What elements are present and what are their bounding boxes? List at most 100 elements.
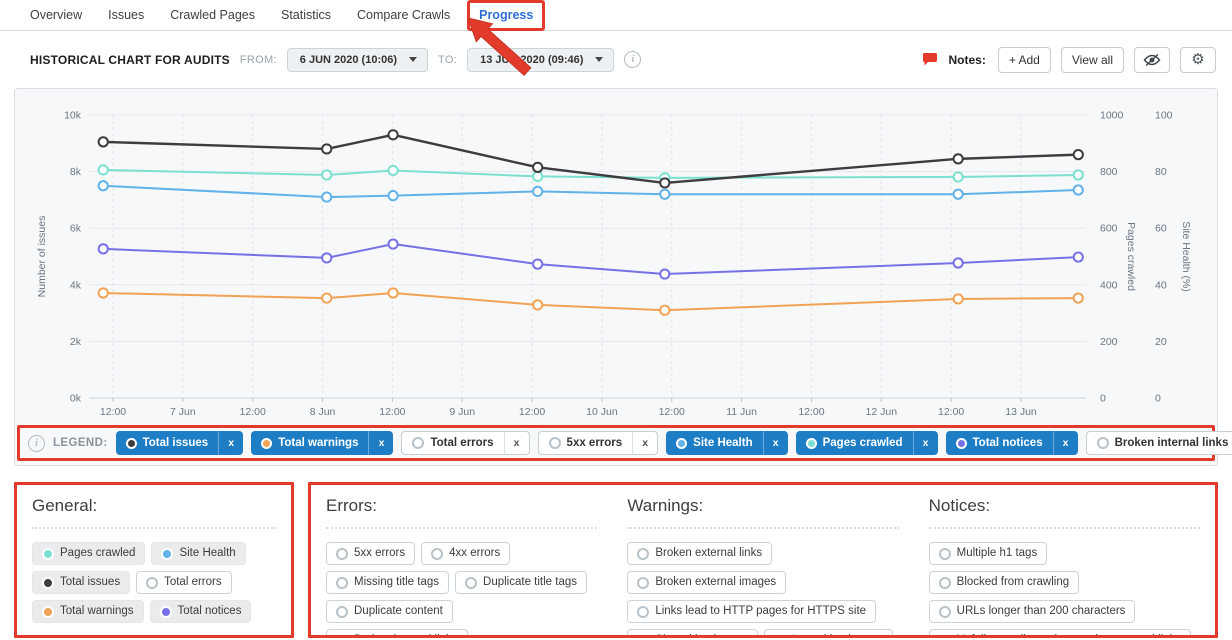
metric-toggle-label: Total issues bbox=[60, 576, 121, 588]
metric-toggle-urls-longer-than-200-characters[interactable]: URLs longer than 200 characters bbox=[928, 600, 1136, 623]
metric-toggle-long-title-element[interactable]: Long title element bbox=[764, 629, 893, 635]
add-note-button[interactable]: + Add bbox=[997, 46, 1051, 73]
panel-divider bbox=[32, 527, 276, 529]
legend-remove-button[interactable]: x bbox=[503, 432, 529, 454]
metric-toggle-pages-crawled[interactable]: Pages crawled bbox=[32, 542, 146, 565]
tab-overview[interactable]: Overview bbox=[30, 8, 83, 22]
from-date-dropdown[interactable]: 6 JUN 2020 (10:06) bbox=[286, 47, 429, 72]
metric-toggle-5xx-errors[interactable]: 5xx errors bbox=[326, 542, 416, 565]
legend-remove-button[interactable]: x bbox=[912, 431, 938, 455]
series-point-pages-crawled bbox=[387, 164, 399, 177]
metric-toggle-broken-external-images[interactable]: Broken external images bbox=[627, 571, 787, 594]
legend-item-5xx-errors[interactable]: 5xx errors x bbox=[537, 431, 659, 455]
series-point-total-issues bbox=[532, 161, 544, 173]
series-point-total-issues bbox=[97, 136, 109, 148]
series-color-dot bbox=[676, 437, 688, 449]
hide-notes-button[interactable] bbox=[1134, 46, 1170, 73]
from-date-value: 6 JUN 2020 (10:06) bbox=[299, 53, 398, 66]
y-pages-tick-label: 600 bbox=[1100, 223, 1118, 235]
tab-progress[interactable]: Progress bbox=[479, 8, 534, 22]
metric-ring-icon bbox=[336, 634, 348, 635]
y-pages-tick-label: 400 bbox=[1100, 279, 1118, 291]
metric-toggle-total-warnings[interactable]: Total warnings bbox=[32, 600, 144, 623]
legend-item-pages-crawled[interactable]: Pages crawled x bbox=[795, 431, 938, 455]
series-color-dot bbox=[955, 437, 967, 449]
series-point-site-health bbox=[97, 180, 109, 192]
tab-statistics[interactable]: Statistics bbox=[281, 8, 332, 22]
metric-toggle-links-lead-to-http-pages-for-https-site[interactable]: Links lead to HTTP pages for HTTPS site bbox=[627, 600, 877, 623]
metric-ring-icon bbox=[336, 605, 348, 618]
series-point-pages-crawled bbox=[321, 169, 333, 181]
metric-toggle-multiple-h1-tags[interactable]: Multiple h1 tags bbox=[928, 542, 1048, 565]
x-tick-label: 7 Jun bbox=[170, 406, 196, 418]
legend-item-body: Broken internal links bbox=[1087, 432, 1232, 454]
metric-toggle-short-title-element[interactable]: Short title element bbox=[627, 629, 759, 635]
metric-toggle-duplicate-title-tags[interactable]: Duplicate title tags bbox=[455, 571, 587, 594]
metric-toggle-label: Links lead to HTTP pages for HTTPS site bbox=[655, 605, 867, 617]
notes-label: Notes: bbox=[948, 52, 986, 67]
series-point-total-warnings bbox=[1072, 292, 1084, 304]
info-icon[interactable]: i bbox=[624, 51, 642, 68]
series-point-total-notices bbox=[97, 243, 109, 255]
series-ring-icon bbox=[1096, 437, 1109, 449]
metric-toggle-4xx-errors[interactable]: 4xx errors bbox=[421, 542, 511, 565]
series-point-total-notices bbox=[659, 268, 671, 280]
tab-crawled-pages[interactable]: Crawled Pages bbox=[170, 8, 255, 22]
metric-toggle-total-issues[interactable]: Total issues bbox=[32, 571, 131, 594]
metric-toggle-label: Broken external links bbox=[655, 547, 763, 559]
legend-remove-button[interactable]: x bbox=[368, 431, 393, 455]
chart-settings-button[interactable]: ⚙ bbox=[1180, 46, 1216, 73]
legend-item-total-warnings[interactable]: Total warnings x bbox=[251, 431, 394, 455]
legend-remove-button[interactable]: x bbox=[632, 432, 657, 454]
legend-item-total-issues[interactable]: Total issues x bbox=[115, 431, 244, 455]
legend-item-label: Pages crawled bbox=[822, 437, 903, 449]
nav-tabs: Overview Issues Crawled Pages Statistics Com… bbox=[30, 0, 546, 31]
panel-items: 5xx errors 4xx errors Missing title tags Du… bbox=[326, 542, 597, 635]
to-date-dropdown[interactable]: 13 JUN 2020 (09:46) bbox=[467, 47, 615, 72]
legend-item-body: 5xx errors bbox=[539, 432, 633, 454]
metric-toggle-total-errors[interactable]: Total errors bbox=[136, 571, 232, 594]
series-line-total-issues bbox=[103, 133, 1079, 185]
metric-toggle-duplicate-content[interactable]: Duplicate content bbox=[326, 600, 453, 623]
series-point-total-issues bbox=[321, 143, 333, 155]
legend-item-body: Total warnings bbox=[251, 431, 368, 455]
series-ring-icon bbox=[412, 437, 425, 449]
legend-item-label: Total notices bbox=[972, 437, 1043, 449]
metric-color-dot bbox=[42, 547, 54, 560]
metric-toggle-site-health[interactable]: Site Health bbox=[151, 542, 246, 565]
metric-toggle-label: Nofollow attributes in outgoing external… bbox=[957, 634, 1181, 635]
legend-item-total-errors[interactable]: Total errors x bbox=[401, 431, 530, 455]
errors-panel: Errors: 5xx errors 4xx errors Missing title… bbox=[311, 485, 612, 635]
panel-items: Pages crawled Site Health Total issues Tota… bbox=[32, 542, 276, 623]
metric-ring-icon bbox=[637, 605, 650, 618]
metric-toggle-broken-external-links[interactable]: Broken external links bbox=[627, 542, 773, 565]
metric-toggle-nofollow-attributes-in-outgoing-external-links[interactable]: Nofollow attributes in outgoing external… bbox=[928, 629, 1192, 635]
legend-remove-button[interactable]: x bbox=[218, 431, 243, 455]
legend-remove-button[interactable]: x bbox=[1052, 431, 1078, 455]
metric-toggle-total-notices[interactable]: Total notices bbox=[149, 600, 252, 623]
view-all-notes-button[interactable]: View all bbox=[1060, 46, 1124, 73]
legend-item-broken-internal-links[interactable]: Broken internal linksx bbox=[1085, 431, 1232, 455]
series-point-total-notices bbox=[1072, 251, 1084, 263]
legend-info-icon[interactable]: i bbox=[28, 434, 45, 452]
metric-toggle-blocked-from-crawling[interactable]: Blocked from crawling bbox=[928, 571, 1080, 594]
legend-remove-button[interactable]: x bbox=[762, 431, 788, 455]
legend-item-total-notices[interactable]: Total notices x bbox=[945, 431, 1078, 455]
metric-toggle-label: Broken external images bbox=[655, 576, 777, 588]
series-point-pages-crawled bbox=[97, 164, 109, 176]
series-point-pages-crawled bbox=[952, 171, 964, 183]
metric-toggle-missing-title-tags[interactable]: Missing title tags bbox=[326, 571, 450, 594]
panel-divider bbox=[326, 527, 598, 529]
legend-item-body: Pages crawled bbox=[796, 431, 913, 455]
y-health-tick-label: 40 bbox=[1155, 279, 1167, 291]
series-line-total-notices bbox=[103, 243, 1079, 276]
series-point-total-notices bbox=[387, 238, 399, 250]
panel-items: Multiple h1 tags Blocked from crawling URL… bbox=[928, 542, 1200, 635]
legend-item-site-health[interactable]: Site Health x bbox=[666, 431, 788, 455]
tab-compare-crawls[interactable]: Compare Crawls bbox=[357, 8, 451, 22]
y-pages-tick-label: 0 bbox=[1100, 393, 1106, 405]
series-color-dot bbox=[261, 437, 273, 449]
x-tick-label: 9 Jun bbox=[449, 406, 475, 418]
tab-issues[interactable]: Issues bbox=[108, 8, 145, 22]
metric-toggle-broken-internal-links[interactable]: Broken internal links bbox=[326, 629, 468, 635]
